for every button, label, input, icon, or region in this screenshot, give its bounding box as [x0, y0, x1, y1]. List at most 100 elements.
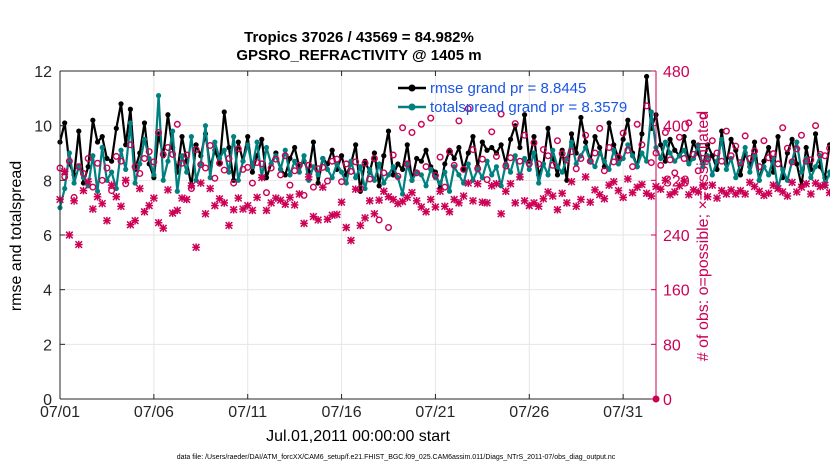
point-rmse-4: [76, 128, 82, 134]
obs-assimilated-116: [600, 194, 609, 203]
point-totalspread-2: [66, 150, 72, 156]
obs-assimilated-23: [164, 186, 172, 194]
point-rmse-86: [460, 166, 467, 172]
obs-assimilated-36: [225, 221, 233, 230]
point-totalspread-34: [216, 155, 223, 162]
point-totalspread-158: [798, 169, 805, 175]
obs-possible-20: [150, 158, 158, 166]
obs-possible-129: [661, 128, 669, 136]
point-rmse-84: [451, 155, 457, 162]
obs-assimilated-104: [544, 188, 552, 196]
obs-assimilated-16: [131, 216, 139, 225]
point-totalspread-151: [766, 172, 772, 178]
obs-assimilated-131: [670, 188, 679, 196]
obs-possible-65: [361, 159, 369, 167]
obs-assimilated-17: [135, 184, 144, 193]
point-rmse-155: [784, 150, 791, 156]
obs-assimilated-140: [713, 194, 721, 202]
obs-possible-139: [708, 137, 716, 145]
obs-assimilated-60: [337, 198, 346, 207]
point-rmse-60: [338, 153, 345, 159]
obs-possible-92: [488, 128, 496, 136]
obs-assimilated-110: [572, 202, 581, 211]
point-totalspread-24: [170, 128, 176, 134]
obs-possible-83: [446, 148, 454, 156]
obs-possible-106: [553, 137, 561, 145]
obs-assimilated-27: [182, 195, 191, 204]
x-tick-label: 07/01: [40, 404, 80, 421]
obs-possible-98: [516, 157, 524, 165]
obs-possible-111: [577, 154, 585, 162]
obs-assimilated-43: [257, 173, 266, 182]
obs-possible-130: [666, 156, 674, 164]
obs-possible-81: [436, 153, 444, 161]
obs-assimilated-80: [431, 203, 440, 211]
obs-assimilated-66: [365, 197, 374, 205]
obs-possible-88: [469, 146, 477, 154]
obs-assimilated-29: [192, 243, 200, 252]
point-rmse-99: [521, 112, 528, 118]
point-totalspread-80: [432, 175, 439, 181]
obs-possible-91: [483, 176, 491, 184]
point-rmse-101: [531, 134, 537, 140]
point-totalspread-133: [681, 147, 687, 153]
point-totalspread-65: [362, 185, 368, 192]
obs-assimilated-75: [408, 188, 416, 197]
obs-possible-140: [713, 149, 721, 157]
obs-possible-32: [206, 141, 214, 149]
obs-assimilated-158: [797, 183, 806, 191]
point-totalspread-13: [118, 147, 124, 153]
obs-possible-160: [807, 156, 815, 164]
point-rmse-29: [193, 142, 199, 148]
point-rmse-40: [245, 134, 251, 140]
point-totalspread-96: [507, 169, 514, 175]
obs-possible-155: [783, 144, 791, 152]
point-rmse-106: [554, 172, 561, 178]
obs-possible-123: [633, 120, 641, 128]
point-totalspread-140: [714, 158, 720, 164]
obs-possible-40: [244, 163, 252, 171]
obs-assimilated-145: [736, 186, 745, 195]
y-tick-label-left: 2: [43, 337, 52, 354]
point-rmse-70: [385, 128, 392, 134]
obs-assimilated-151: [764, 189, 773, 198]
obs-possible-69: [380, 169, 388, 177]
point-rmse-121: [625, 117, 631, 123]
obs-assimilated-152: [769, 181, 778, 189]
obs-possible-57: [323, 177, 331, 185]
obs-possible-133: [680, 154, 688, 162]
obs-possible-105: [549, 161, 557, 169]
obs-possible-120: [619, 129, 627, 137]
obs-possible-85: [455, 117, 463, 125]
obs-assimilated-103: [539, 194, 548, 203]
obs-assimilated-42: [253, 193, 261, 202]
obs-possible-126: [647, 159, 655, 167]
obs-possible-138: [704, 155, 712, 163]
y-axis-right-label: # of obs: o=possible; ×=assimilated: [695, 111, 712, 361]
point-totalspread-139: [709, 172, 715, 178]
point-totalspread-95: [503, 161, 509, 167]
point-rmse-92: [489, 144, 495, 151]
obs-assimilated-137: [699, 181, 707, 189]
obs-possible-143: [727, 152, 735, 160]
point-rmse-35: [221, 109, 227, 115]
obs-possible-36: [225, 154, 233, 162]
point-totalspread-4: [76, 164, 82, 170]
chart-title: Tropics 37026 / 43569 = 84.982%: [244, 29, 474, 46]
obs-assimilated-74: [403, 193, 412, 202]
point-rmse-41: [249, 169, 256, 175]
point-totalspread-126: [648, 109, 654, 115]
obs-possible-7: [89, 183, 97, 191]
obs-possible-24: [169, 150, 177, 158]
point-totalspread-146: [742, 144, 748, 151]
point-totalspread-59: [334, 161, 340, 167]
obs-possible-135: [690, 150, 698, 158]
legend-rmse-label: rmse grand pr = 8.8445: [430, 80, 586, 97]
obs-assimilated-129: [661, 176, 670, 185]
point-totalspread-11: [109, 169, 115, 175]
obs-assimilated-91: [483, 199, 491, 207]
obs-possible-145: [736, 159, 744, 167]
obs-assimilated-5: [79, 186, 88, 195]
obs-possible-101: [530, 139, 538, 147]
